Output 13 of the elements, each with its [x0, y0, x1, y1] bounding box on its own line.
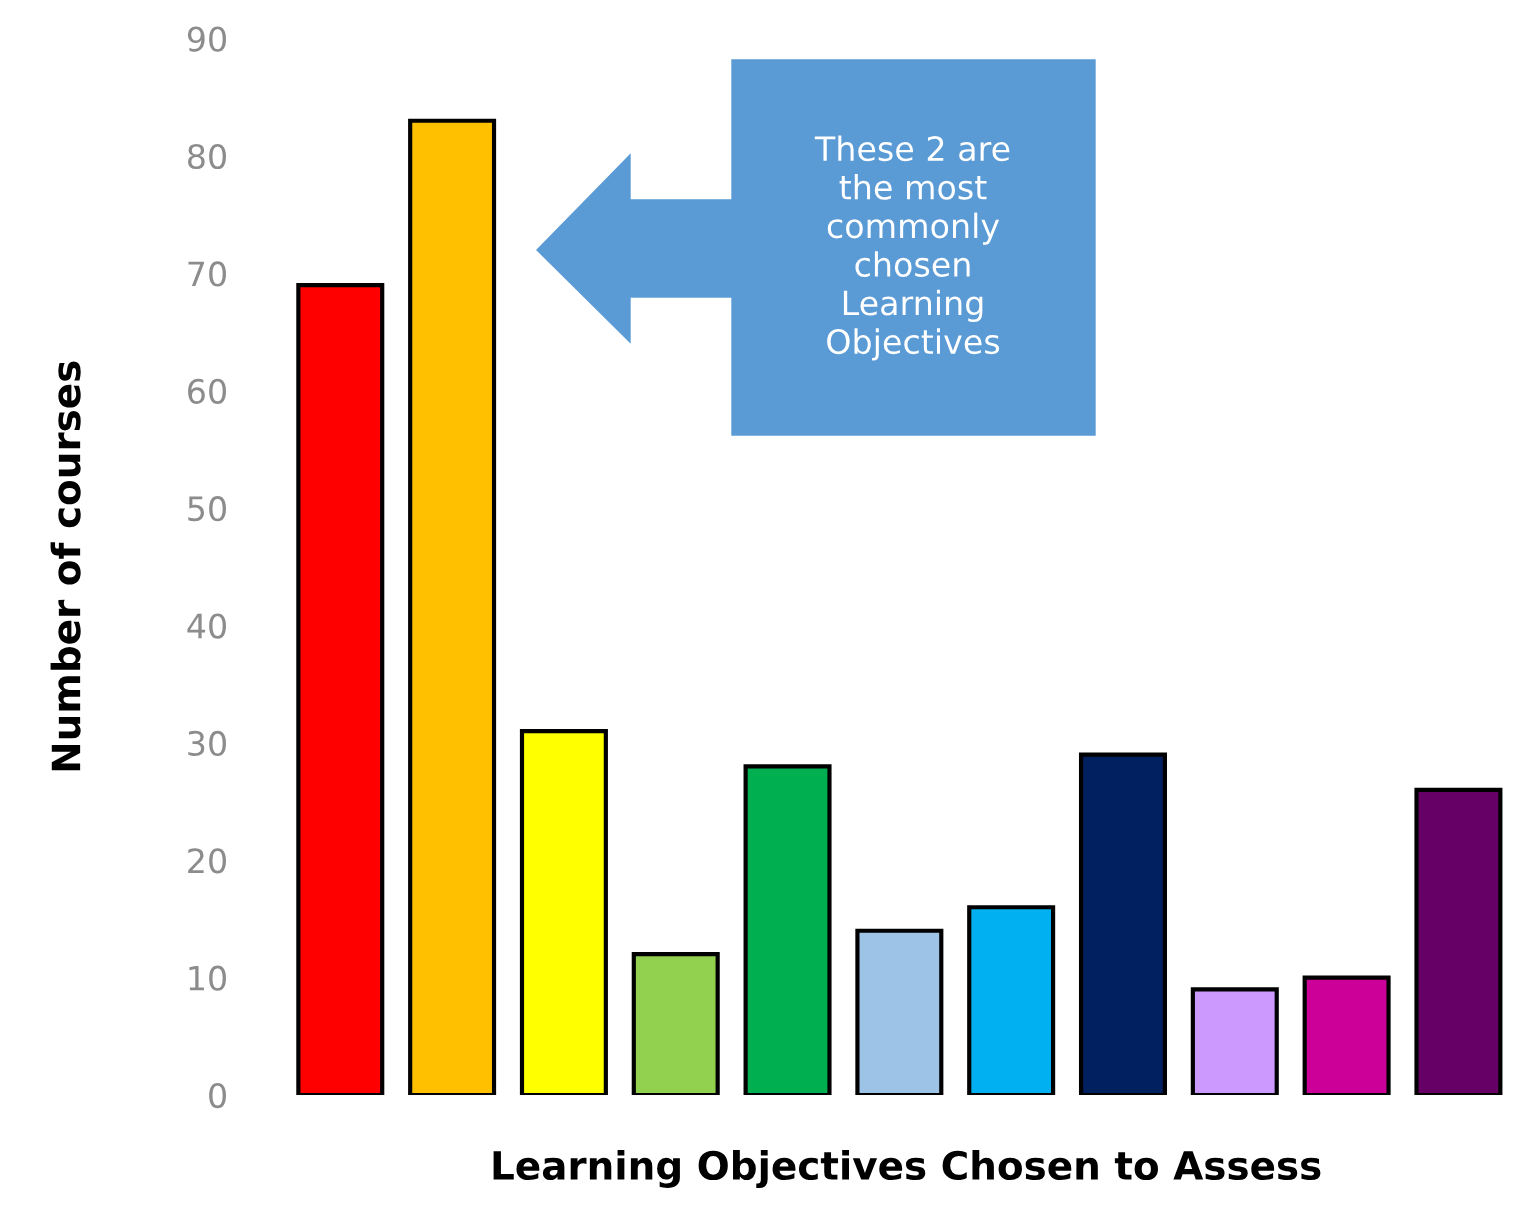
- annotation: These 2 are the most commonly chosen Learning Objectives: [814, 135, 1010, 361]
- y-tick-label: 60: [188, 378, 226, 404]
- y-tick-label: 0: [209, 1082, 226, 1109]
- y-tick-label: 50: [188, 496, 226, 522]
- y-tick-label: 10: [189, 965, 226, 991]
- y-tick-label: 70: [188, 261, 226, 287]
- y-tick-label: 20: [188, 848, 226, 874]
- y-axis-title: Number of courses: [50, 361, 81, 771]
- y-tick-label: 80: [188, 143, 226, 170]
- y-tick-label: 90: [187, 26, 226, 52]
- y-tick-label: 40: [187, 613, 226, 639]
- y-tick-label: 30: [188, 730, 226, 757]
- x-axis-title: Learning Objectives Chosen to Assess: [493, 1149, 1321, 1188]
